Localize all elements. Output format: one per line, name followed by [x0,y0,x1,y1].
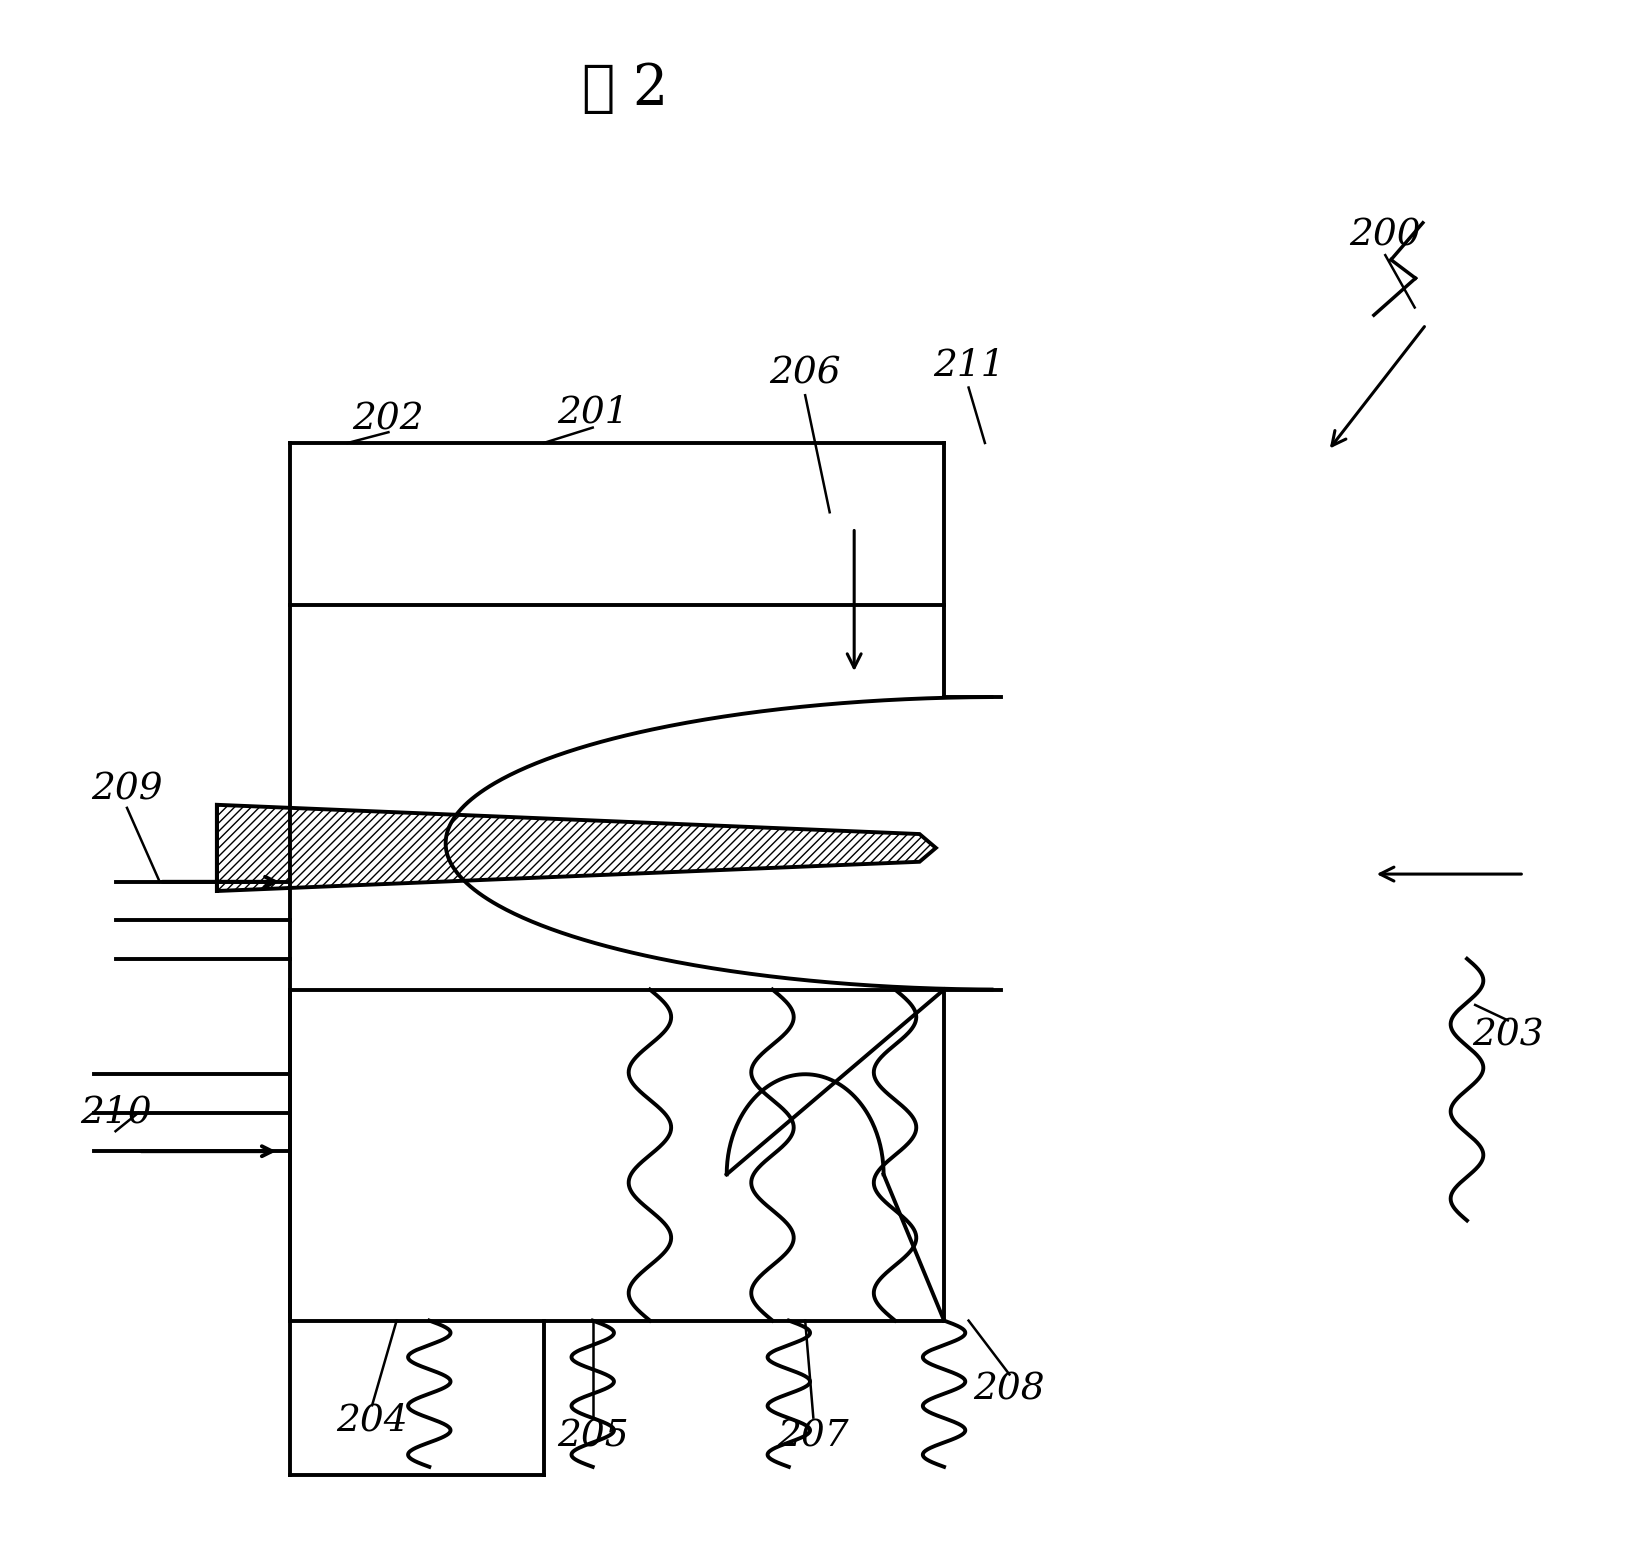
Text: 211: 211 [933,348,1004,384]
Text: 210: 210 [81,1094,151,1130]
Text: 208: 208 [974,1372,1045,1407]
Text: 204: 204 [337,1402,407,1438]
Text: 图 2: 图 2 [582,62,669,116]
Text: 201: 201 [557,395,629,430]
Text: 209: 209 [90,771,163,808]
Text: 207: 207 [777,1418,849,1454]
Text: 206: 206 [769,356,841,392]
Text: 205: 205 [557,1418,629,1454]
Polygon shape [217,805,937,892]
Text: 203: 203 [1472,1017,1544,1054]
Text: 200: 200 [1349,217,1421,254]
Text: 202: 202 [353,402,424,438]
